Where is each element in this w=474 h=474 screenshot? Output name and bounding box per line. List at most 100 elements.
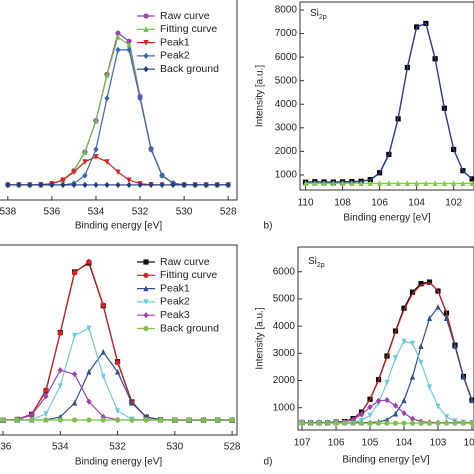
marker <box>435 303 441 310</box>
x-tick-label: 536 <box>44 207 61 218</box>
marker <box>376 180 383 187</box>
x-tick-label: 534 <box>88 207 105 218</box>
marker <box>418 281 424 287</box>
y-tick-label: 3000 <box>273 348 296 359</box>
marker <box>452 420 458 426</box>
marker <box>114 360 121 366</box>
marker <box>215 417 221 423</box>
marker <box>82 181 88 189</box>
marker <box>432 180 438 187</box>
legend-label: Fitting curve <box>160 23 217 35</box>
marker <box>57 367 63 374</box>
marker <box>339 180 346 187</box>
marker <box>418 359 424 366</box>
marker <box>229 417 235 423</box>
marker <box>392 420 399 426</box>
y-axis-label: Intensity [a.u.] <box>255 307 266 369</box>
x-axis-label: Binding energy [eV] <box>343 213 431 224</box>
marker <box>86 417 92 423</box>
panel-label: d) <box>264 457 273 468</box>
legend-label: Raw curve <box>160 10 210 22</box>
marker <box>367 180 373 187</box>
marker <box>401 338 407 345</box>
x-tick-label: 105 <box>362 438 379 449</box>
marker <box>5 181 11 189</box>
marker <box>72 332 78 339</box>
marker <box>358 180 364 187</box>
x-tick-label: 108 <box>334 198 351 209</box>
marker <box>72 371 78 378</box>
marker <box>86 259 92 265</box>
marker <box>426 315 433 322</box>
marker <box>312 180 318 187</box>
x-tick-label: 532 <box>109 442 126 453</box>
marker <box>29 411 35 419</box>
x-axis-label: Binding energy [eV] <box>75 221 163 232</box>
marker <box>460 373 467 380</box>
marker <box>104 181 110 189</box>
y-tick-label: 1000 <box>273 402 296 413</box>
x-axis-label: Binding energy [eV] <box>75 457 163 468</box>
marker <box>104 159 110 165</box>
marker <box>392 355 399 361</box>
marker <box>200 417 207 423</box>
marker <box>367 403 373 411</box>
marker <box>0 417 6 423</box>
marker <box>469 420 474 426</box>
legend-label: Raw curve <box>160 256 210 268</box>
marker <box>192 181 198 189</box>
marker <box>114 417 121 423</box>
marker <box>418 343 424 349</box>
legend-marker <box>143 66 149 73</box>
plot-frame <box>299 1 474 191</box>
x-tick-label: 102 <box>445 198 462 209</box>
marker <box>137 181 143 189</box>
x-tick-label: 528 <box>220 207 237 218</box>
marker <box>100 302 106 308</box>
legend-marker <box>143 52 149 59</box>
marker <box>93 154 99 160</box>
marker <box>401 410 407 417</box>
marker <box>57 330 63 336</box>
y-tick-label: 4000 <box>273 321 296 332</box>
marker <box>418 420 424 426</box>
marker <box>443 420 450 426</box>
marker <box>443 315 450 322</box>
series-line <box>2 262 233 421</box>
x-tick-label: 532 <box>132 207 149 218</box>
marker <box>82 149 88 155</box>
legend-marker <box>143 13 149 19</box>
marker <box>384 379 390 386</box>
marker <box>203 181 209 189</box>
marker <box>93 146 99 153</box>
marker <box>384 397 390 404</box>
marker <box>16 181 22 189</box>
marker <box>321 180 327 187</box>
marker <box>302 180 309 187</box>
marker <box>386 180 392 187</box>
y-tick-label: 2000 <box>273 375 296 386</box>
series-line <box>305 22 473 183</box>
series-line <box>305 22 473 183</box>
legend-marker <box>143 259 149 265</box>
x-tick-label: 106 <box>328 438 345 449</box>
marker <box>114 408 121 414</box>
marker <box>27 181 33 189</box>
marker <box>435 420 441 426</box>
marker <box>14 417 20 423</box>
marker <box>86 398 92 405</box>
marker <box>414 180 420 187</box>
series-line <box>2 260 233 421</box>
marker <box>350 416 356 423</box>
marker <box>72 270 78 276</box>
title-element: Si <box>310 8 319 19</box>
marker <box>435 403 441 410</box>
x-tick-label: 534 <box>52 442 69 453</box>
y-axis-label: Intensity [a.u.] <box>255 65 266 127</box>
marker <box>86 368 92 375</box>
marker <box>148 146 154 153</box>
x-tick-label: 107 <box>294 438 311 449</box>
marker <box>49 181 55 189</box>
x-tick-label: 110 <box>298 198 314 209</box>
x-tick-label: 104 <box>396 438 413 449</box>
